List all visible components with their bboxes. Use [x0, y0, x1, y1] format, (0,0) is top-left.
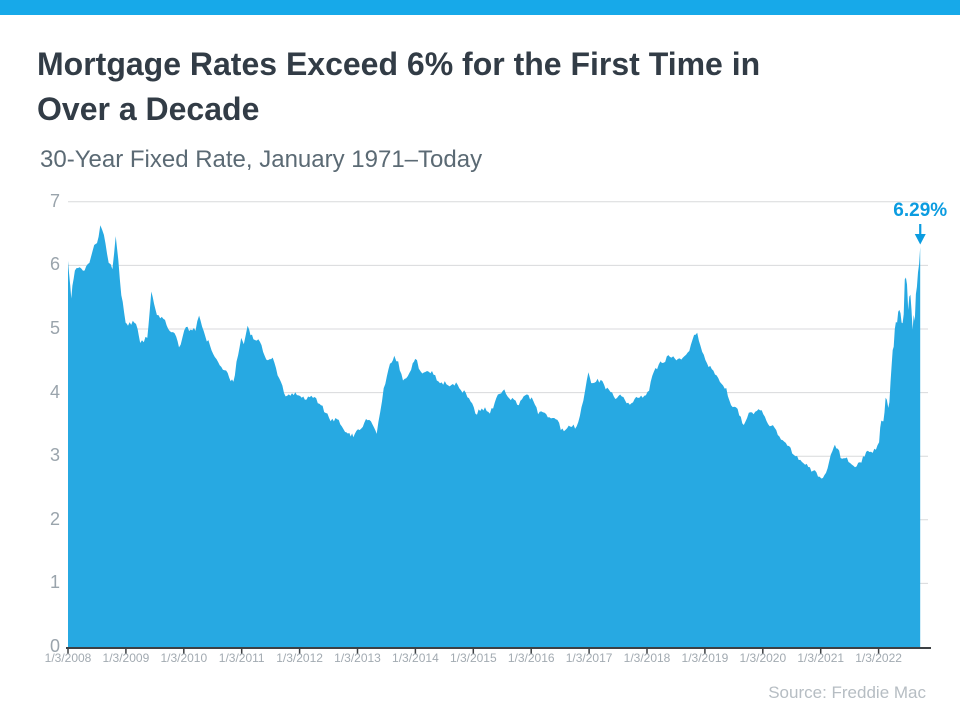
annotation-arrow-head-icon — [914, 234, 926, 245]
page-title-line-2: Over a Decade — [37, 91, 260, 127]
source-credit: Source: Freddie Mac — [768, 683, 926, 702]
rate-area-series — [68, 225, 921, 648]
page-title-line-1: Mortgage Rates Exceed 6% for the First T… — [37, 46, 761, 82]
page-title: Mortgage Rates Exceed 6% for the First T… — [37, 42, 917, 132]
chart-subtitle: 30-Year Fixed Rate, January 1971–Today — [40, 146, 483, 173]
top-accent-bar — [0, 0, 960, 15]
annotation-rate-label: 6.29% — [893, 200, 948, 221]
